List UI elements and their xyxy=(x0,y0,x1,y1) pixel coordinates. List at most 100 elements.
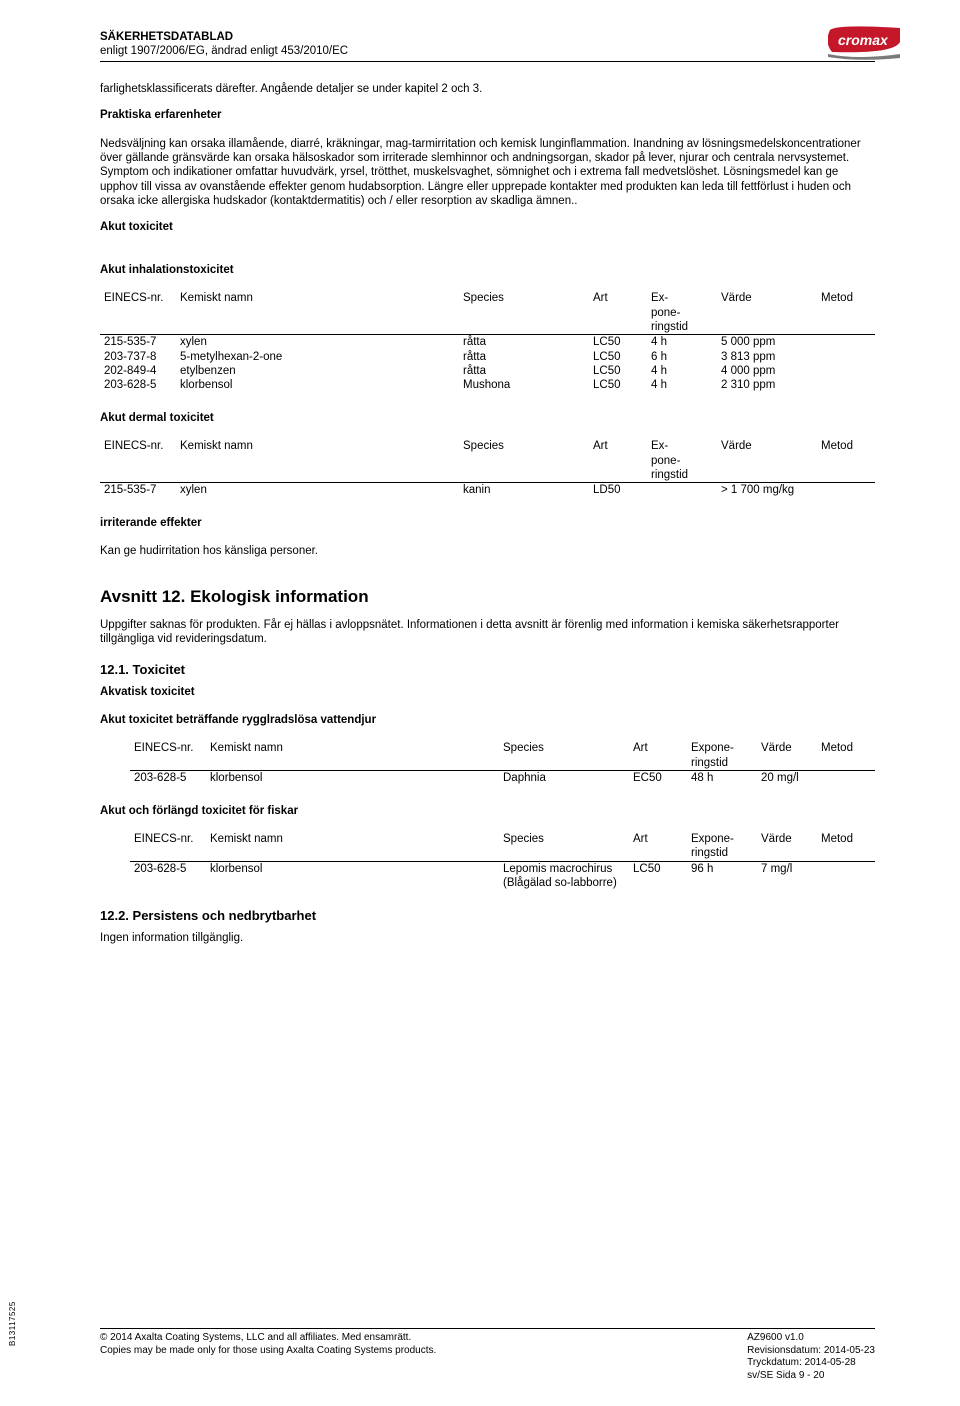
th-namn: Kemiskt namn xyxy=(206,832,499,861)
table-rygg: EINECS-nr. Kemiskt namn Species Art Expo… xyxy=(130,741,875,785)
brand-logo: cromax xyxy=(828,26,900,64)
table-cell: råtta xyxy=(459,335,589,350)
table-cell: 203-628-5 xyxy=(100,378,176,392)
footer-left-2: Copies may be made only for those using … xyxy=(100,1345,436,1358)
para-irriterande: Kan ge hudirritation hos känsliga person… xyxy=(100,544,875,558)
table-cell: råtta xyxy=(459,350,589,364)
th-exp: Ex- pone- ringstid xyxy=(647,439,717,483)
table-cell: 2 310 ppm xyxy=(717,378,817,392)
th-einecs: EINECS-nr. xyxy=(100,439,176,483)
table-row: 203-628-5klorbensolDaphniaEC5048 h20 mg/… xyxy=(130,771,875,786)
table-fisk: EINECS-nr. Kemiskt namn Species Art Expo… xyxy=(130,832,875,891)
th-namn: Kemiskt namn xyxy=(176,291,459,335)
th-exp-l1: Expone- xyxy=(691,742,734,754)
table-cell: 4 000 ppm xyxy=(717,364,817,378)
table-cell: Daphnia xyxy=(499,771,629,786)
table-cell xyxy=(817,378,875,392)
th-exp: Expone- ringstid xyxy=(687,741,757,770)
table-row: 203-628-5klorbensolMushonaLC504 h2 310 p… xyxy=(100,378,875,392)
footer-right-1: AZ9600 v1.0 xyxy=(747,1332,875,1345)
th-varde: Värde xyxy=(757,832,817,861)
heading-akvatisk: Akvatisk toxicitet xyxy=(100,685,875,699)
footer-right-4: sv/SE Sida 9 - 20 xyxy=(747,1370,875,1383)
footer-right-3: Tryckdatum: 2014-05-28 xyxy=(747,1357,875,1370)
para-sec12-intro: Uppgifter saknas för produkten. Får ej h… xyxy=(100,618,875,647)
heading-inhal: Akut inhalationstoxicitet xyxy=(100,263,875,277)
table-cell: klorbensol xyxy=(206,861,499,890)
table-cell: LD50 xyxy=(589,483,647,498)
table-cell: 6 h xyxy=(647,350,717,364)
page-footer: © 2014 Axalta Coating Systems, LLC and a… xyxy=(100,1328,875,1382)
table-cell: 96 h xyxy=(687,861,757,890)
heading-fisk: Akut och förlängd toxicitet för fiskar xyxy=(100,804,875,818)
th-einecs: EINECS-nr. xyxy=(130,741,206,770)
th-exp-l1: Expone- xyxy=(691,833,734,845)
para-intro1: farlighetsklassificerats därefter. Angåe… xyxy=(100,82,875,96)
footer-right-2: Revisionsdatum: 2014-05-23 xyxy=(747,1345,875,1358)
para-12-2: Ingen information tillgänglig. xyxy=(100,931,875,945)
th-exp-l1: Ex- xyxy=(651,440,668,452)
svg-text:cromax: cromax xyxy=(838,32,889,48)
table-cell xyxy=(817,364,875,378)
th-metod: Metod xyxy=(817,291,875,335)
th-exp-l2: ringstid xyxy=(691,757,728,769)
th-exp-l3: ringstid xyxy=(651,469,688,481)
th-einecs: EINECS-nr. xyxy=(100,291,176,335)
doc-subtitle: enligt 1907/2006/EG, ändrad enligt 453/2… xyxy=(100,44,348,58)
table-row: 215-535-7xylenråttaLC504 h5 000 ppm xyxy=(100,335,875,350)
table-cell: råtta xyxy=(459,364,589,378)
table-cell: 4 h xyxy=(647,335,717,350)
table-cell: etylbenzen xyxy=(176,364,459,378)
table-cell: 7 mg/l xyxy=(757,861,817,890)
th-species: Species xyxy=(459,439,589,483)
side-code: B13117525 xyxy=(8,1301,18,1346)
table-cell: xylen xyxy=(176,335,459,350)
table-cell: 215-535-7 xyxy=(100,335,176,350)
heading-akut-tox: Akut toxicitet xyxy=(100,220,875,234)
heading-12-1: 12.1. Toxicitet xyxy=(100,662,875,678)
th-metod: Metod xyxy=(817,832,875,861)
heading-sec12: Avsnitt 12. Ekologisk information xyxy=(100,586,875,607)
table-cell: LC50 xyxy=(589,378,647,392)
table-inhalation: EINECS-nr. Kemiskt namn Species Art Ex- … xyxy=(100,291,875,393)
heading-12-2: 12.2. Persistens och nedbrytbarhet xyxy=(100,908,875,924)
th-namn: Kemiskt namn xyxy=(206,741,499,770)
table-cell: klorbensol xyxy=(206,771,499,786)
table-cell: 5-metylhexan-2-one xyxy=(176,350,459,364)
table-cell: 4 h xyxy=(647,364,717,378)
th-exp-l2: ringstid xyxy=(691,847,728,859)
table-cell: 203-737-8 xyxy=(100,350,176,364)
table-row: 203-628-5klorbensolLepomis macrochirus (… xyxy=(130,861,875,890)
table-cell: 203-628-5 xyxy=(130,771,206,786)
table-cell xyxy=(817,861,875,890)
th-art: Art xyxy=(589,291,647,335)
table-dermal: EINECS-nr. Kemiskt namn Species Art Ex- … xyxy=(100,439,875,498)
th-exp-l1: Ex- xyxy=(651,292,668,304)
table-row: 215-535-7xylenkaninLD50> 1 700 mg/kg xyxy=(100,483,875,498)
th-exp: Expone- ringstid xyxy=(687,832,757,861)
th-varde: Värde xyxy=(717,291,817,335)
th-art: Art xyxy=(589,439,647,483)
table-cell: 4 h xyxy=(647,378,717,392)
th-exp-l3: ringstid xyxy=(651,321,688,333)
th-art: Art xyxy=(629,832,687,861)
table-cell: > 1 700 mg/kg xyxy=(717,483,817,498)
table-cell: 48 h xyxy=(687,771,757,786)
table-cell xyxy=(817,350,875,364)
th-species: Species xyxy=(459,291,589,335)
table-cell xyxy=(817,483,875,498)
th-exp-l2: pone- xyxy=(651,307,680,319)
table-row: 203-737-85-metylhexan-2-oneråttaLC506 h3… xyxy=(100,350,875,364)
table-row: 202-849-4etylbenzenråttaLC504 h4 000 ppm xyxy=(100,364,875,378)
doc-title: SÄKERHETSDATABLAD xyxy=(100,30,348,44)
para-intro2: Nedsväljning kan orsaka illamående, diar… xyxy=(100,137,875,209)
table-cell: 203-628-5 xyxy=(130,861,206,890)
heading-irriterande: irriterande effekter xyxy=(100,516,875,530)
table-cell: 3 813 ppm xyxy=(717,350,817,364)
table-cell: 5 000 ppm xyxy=(717,335,817,350)
th-einecs: EINECS-nr. xyxy=(130,832,206,861)
heading-dermal: Akut dermal toxicitet xyxy=(100,411,875,425)
th-species: Species xyxy=(499,741,629,770)
table-cell: LC50 xyxy=(589,350,647,364)
table-cell: 20 mg/l xyxy=(757,771,817,786)
